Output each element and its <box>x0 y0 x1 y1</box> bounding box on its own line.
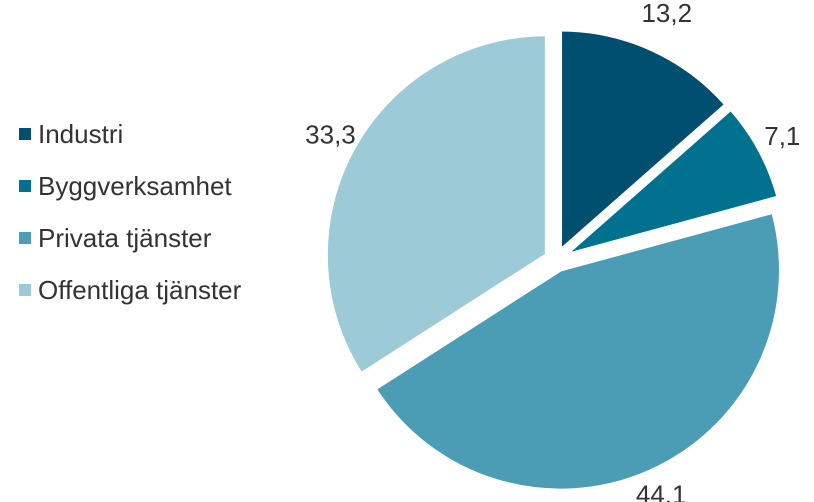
pie-slice-privata-tjanster <box>373 210 782 492</box>
legend-swatch-industri <box>18 127 32 141</box>
legend-swatch-byggverksamhet <box>18 179 32 193</box>
legend-item-privata-tjanster: Privata tjänster <box>18 212 241 264</box>
data-label-privata-tjanster: 44,1 <box>636 480 687 502</box>
legend-swatch-offentliga-tjanster <box>18 283 32 297</box>
legend-item-industri: Industri <box>18 108 241 160</box>
pie-slice-industri <box>559 28 728 254</box>
legend-label-offentliga-tjanster: Offentliga tjänster <box>38 274 242 305</box>
legend-label-industri: Industri <box>38 118 124 149</box>
legend-item-byggverksamhet: Byggverksamhet <box>18 160 241 212</box>
data-label-industri: 13,2 <box>641 0 692 28</box>
legend-swatch-privata-tjanster <box>18 231 32 245</box>
legend-label-byggverksamhet: Byggverksamhet <box>38 170 232 201</box>
pie-slice-offentliga-tjanster <box>324 33 548 376</box>
legend: Industri Byggverksamhet Privata tjänster… <box>18 108 241 316</box>
data-label-byggverksamhet: 7,1 <box>764 121 800 151</box>
legend-item-offentliga-tjanster: Offentliga tjänster <box>18 264 241 316</box>
data-label-offentliga-tjanster: 33,3 <box>305 120 356 150</box>
legend-label-privata-tjanster: Privata tjänster <box>38 222 212 253</box>
pie-slice-byggverksamhet <box>564 107 780 257</box>
